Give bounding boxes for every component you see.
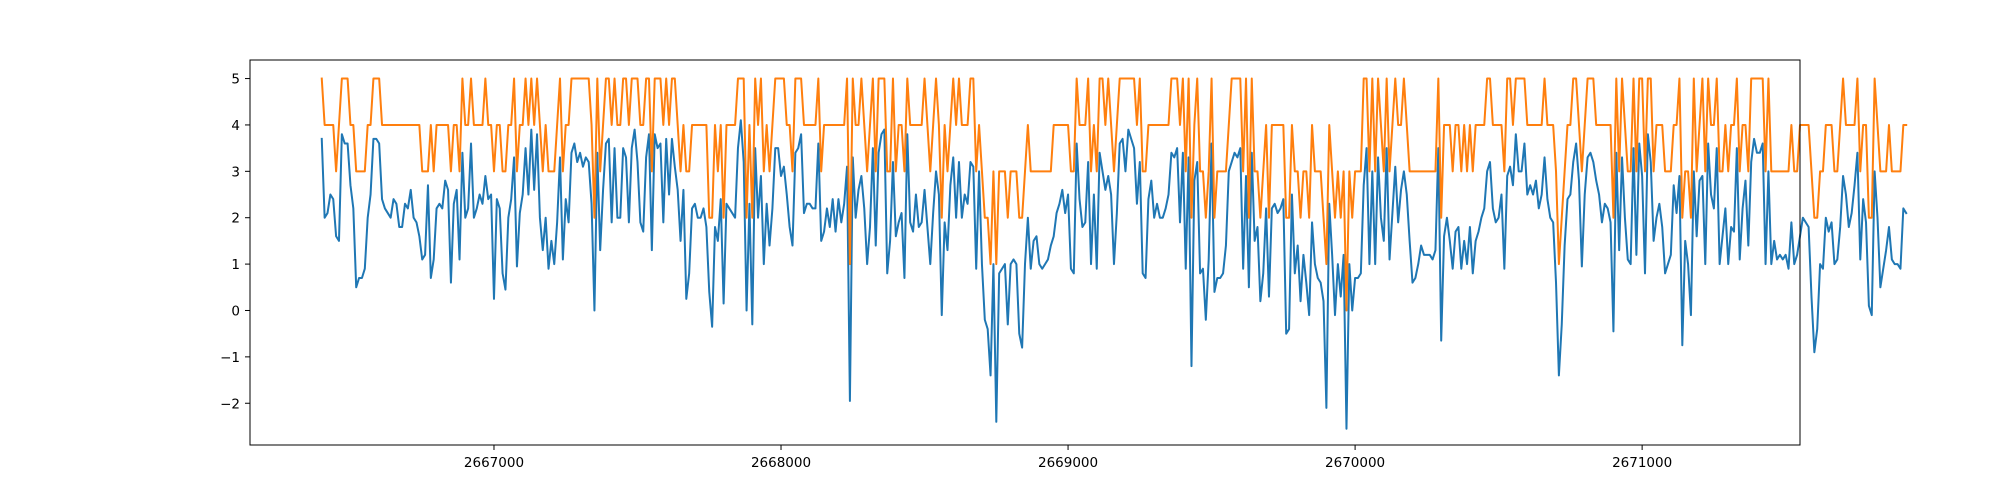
y-tick-label: 5 <box>231 72 240 88</box>
y-axis: −2 −1 0 1 2 3 4 5 <box>220 72 250 412</box>
series-layer <box>320 77 1908 430</box>
y-tick-label: 0 <box>231 303 240 319</box>
y-tick-label: 4 <box>231 118 240 134</box>
y-tick-label: 2 <box>231 211 240 227</box>
y-tick-label: 1 <box>231 257 240 273</box>
series-line-2 <box>320 77 1908 312</box>
x-tick-label: 2668000 <box>751 455 811 471</box>
x-tick-label: 2671000 <box>1612 455 1672 471</box>
x-tick-label: 2669000 <box>1038 455 1098 471</box>
x-tick-label: 2670000 <box>1325 455 1385 471</box>
y-tick-label: −2 <box>220 396 240 412</box>
y-tick-label: 3 <box>231 164 240 180</box>
series-line-1 <box>320 119 1908 430</box>
plot-frame <box>249 59 1801 446</box>
y-tick-label: −1 <box>220 350 240 366</box>
x-axis: 2667000 2668000 2669000 2670000 2671000 <box>464 445 1672 471</box>
x-tick-label: 2667000 <box>464 455 524 471</box>
